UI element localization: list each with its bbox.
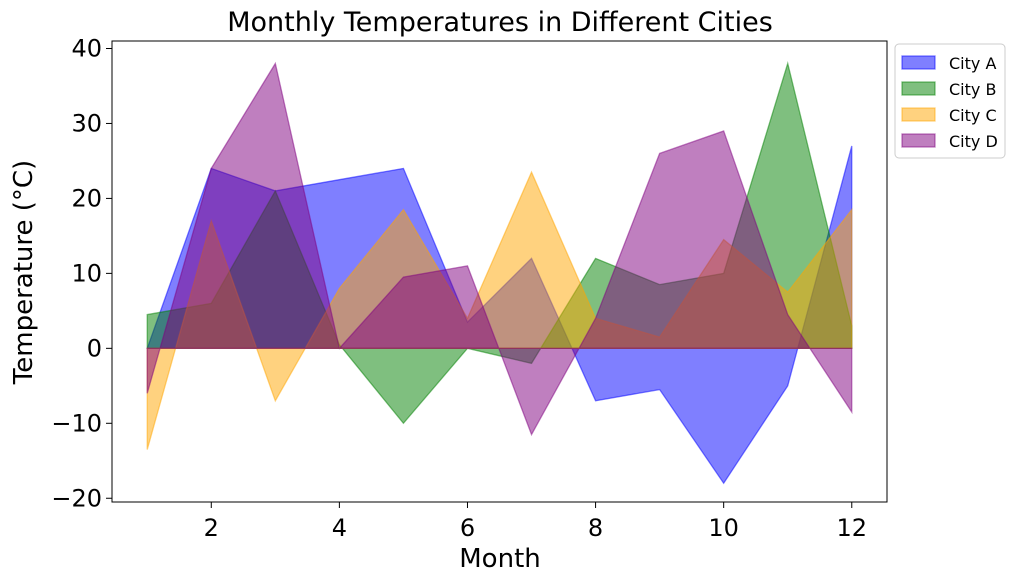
y-tick-label: 0 xyxy=(87,334,102,362)
y-tick-label: 30 xyxy=(71,109,102,137)
legend-label: City C xyxy=(949,106,997,125)
legend-label: City D xyxy=(949,132,998,151)
y-tick-label: 10 xyxy=(71,259,102,287)
area-series-city-d xyxy=(146,61,853,437)
plot-frame xyxy=(111,40,888,503)
y-axis-label: Temperature (°C) xyxy=(9,160,39,385)
plot-areas xyxy=(146,61,853,485)
y-tick-label: 40 xyxy=(71,34,102,62)
y-axis: −20 −10 0 10 20 30 40 xyxy=(51,34,112,512)
x-tick-label: 2 xyxy=(204,514,219,542)
legend-swatch xyxy=(901,107,936,122)
legend: City A City B City C City D xyxy=(894,43,1006,159)
legend-swatch xyxy=(901,133,936,148)
y-tick-label: −20 xyxy=(51,484,102,512)
x-tick-label: 12 xyxy=(836,514,867,542)
x-axis-label: Month xyxy=(459,544,541,574)
legend-label: City A xyxy=(949,54,996,73)
legend-swatch xyxy=(901,55,936,70)
y-tick-label: 20 xyxy=(71,184,102,212)
legend-swatch xyxy=(901,81,936,96)
legend-box xyxy=(894,43,1006,159)
x-tick-label: 4 xyxy=(332,514,347,542)
x-tick-label: 8 xyxy=(588,514,603,542)
x-axis: 2 4 6 8 10 12 xyxy=(204,502,867,542)
y-tick-label: −10 xyxy=(51,409,102,437)
chart-title: Monthly Temperatures in Different Cities xyxy=(227,7,773,38)
x-tick-label: 10 xyxy=(708,514,739,542)
x-tick-label: 6 xyxy=(460,514,475,542)
legend-label: City B xyxy=(949,80,996,99)
